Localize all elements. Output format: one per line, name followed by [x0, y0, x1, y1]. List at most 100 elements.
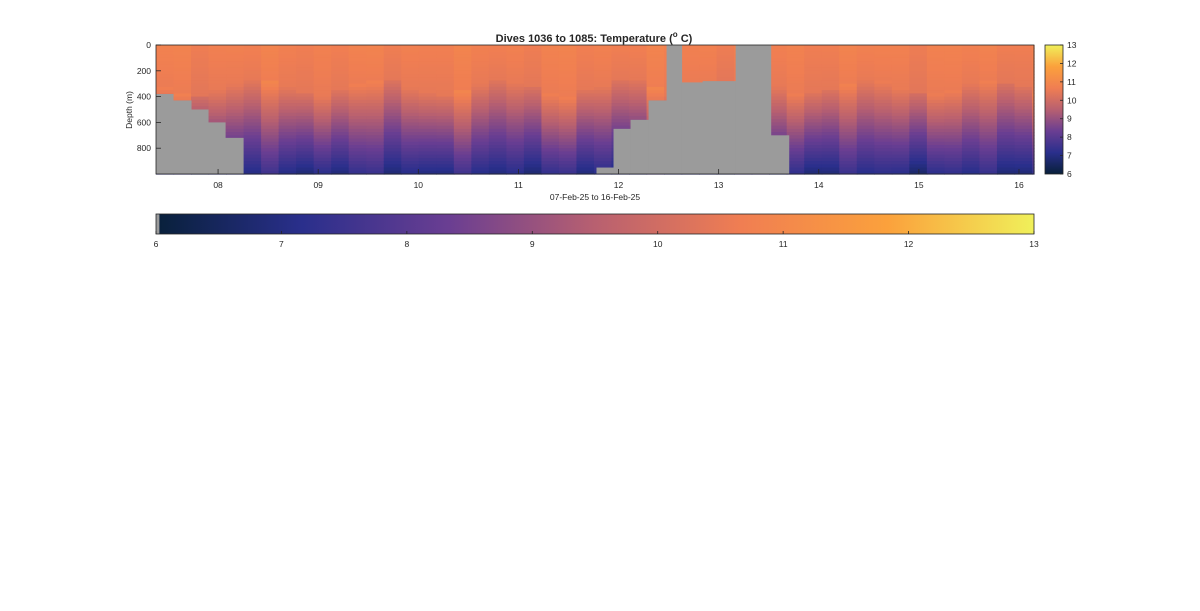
heatmap-cell: [541, 148, 560, 153]
heatmap-cell: [243, 135, 262, 140]
heatmap-cell: [191, 77, 210, 82]
heatmap-cell: [558, 161, 578, 165]
heatmap-cell: [1014, 106, 1033, 111]
heatmap-cell: [296, 57, 315, 62]
heatmap-cell: [891, 128, 910, 133]
heatmap-cell: [786, 115, 805, 120]
heatmap-cell: [401, 128, 420, 133]
heatmap-cell: [769, 128, 788, 133]
heatmap-cell: [961, 99, 981, 104]
heatmap-cell: [804, 57, 823, 62]
heatmap-cell: [874, 96, 893, 101]
heatmap-cell: [926, 157, 945, 162]
heatmap-cell: [961, 67, 981, 72]
heatmap-cell: [996, 135, 1016, 140]
heatmap-cell: [383, 103, 402, 107]
heatmap-cell: [488, 125, 507, 130]
heatmap-cell: [243, 93, 262, 98]
heatmap-cell: [418, 125, 437, 130]
heatmap-cell: [173, 74, 192, 78]
heatmap-cell: [576, 135, 595, 140]
heatmap-cell: [926, 74, 945, 78]
heatmap-cell: [856, 90, 875, 94]
heatmap-cell: [961, 70, 981, 75]
bottom-colorbar-tick-label: 6: [154, 239, 159, 249]
heatmap-cell: [786, 99, 805, 104]
heatmap-cell: [366, 93, 385, 98]
heatmap-cell: [979, 64, 998, 69]
heatmap-cell: [348, 128, 367, 133]
heatmap-cell: [156, 54, 175, 59]
heatmap-cell: [558, 154, 578, 159]
heatmap-cell: [348, 132, 367, 136]
heatmap-cell: [261, 122, 280, 127]
heatmap-cell: [979, 141, 998, 146]
heatmap-cell: [523, 135, 543, 140]
heatmap-cell: [646, 90, 665, 94]
heatmap-cell: [576, 161, 595, 165]
heatmap-cell: [926, 164, 945, 169]
heatmap-cell: [471, 64, 490, 69]
heatmap-cell: [996, 132, 1016, 136]
heatmap-cell: [541, 51, 560, 56]
heatmap-cell: [1032, 157, 1035, 162]
heatmap-cell: [926, 86, 945, 91]
heatmap-cell: [383, 57, 402, 62]
heatmap-cell: [769, 83, 788, 88]
heatmap-cell: [909, 109, 928, 114]
heatmap-cell: [821, 61, 840, 65]
heatmap-cell: [839, 125, 858, 130]
heatmap-cell: [839, 51, 858, 56]
heatmap-cell: [191, 83, 210, 88]
heatmap-cell: [909, 141, 928, 146]
heatmap-cell: [996, 154, 1016, 159]
heatmap-cell: [856, 67, 875, 72]
heatmap-cell: [191, 70, 210, 75]
heatmap-cell: [541, 151, 560, 156]
heatmap-cell: [856, 80, 875, 85]
heatmap-cell: [471, 125, 490, 130]
heatmap-cell: [629, 77, 648, 82]
heatmap-cell: [348, 45, 367, 49]
heatmap-cell: [156, 86, 175, 91]
heatmap-cell: [471, 61, 490, 65]
heatmap-cell: [383, 161, 402, 165]
heatmap-cell: [296, 138, 315, 143]
heatmap-cell: [1014, 77, 1033, 82]
heatmap-cell: [471, 86, 490, 91]
heatmap-cell: [383, 138, 402, 143]
heatmap-cell: [348, 83, 367, 88]
heatmap-cell: [996, 77, 1016, 82]
heatmap-cell: [1032, 103, 1035, 107]
heatmap-cell: [1032, 48, 1035, 53]
heatmap-cell: [926, 119, 945, 123]
heatmap-cell: [436, 106, 455, 111]
heatmap-cell: [436, 151, 455, 156]
heatmap-cell: [1014, 96, 1033, 101]
heatmap-cell: [418, 74, 437, 78]
heatmap-cell: [1014, 64, 1033, 69]
heatmap-cell: [261, 70, 280, 75]
heatmap-cell: [629, 115, 648, 120]
heatmap-cell: [383, 128, 402, 133]
heatmap-cell: [576, 125, 595, 130]
heatmap-cell: [961, 96, 981, 101]
heatmap-cell: [856, 132, 875, 136]
heatmap-cell: [523, 112, 543, 117]
heatmap-cell: [331, 48, 350, 53]
heatmap-cell: [716, 64, 735, 69]
heatmap-cell: [331, 138, 350, 143]
heatmap-cell: [804, 135, 823, 140]
heatmap-cell: [313, 74, 332, 78]
heatmap-cell: [313, 77, 332, 82]
x-tick-label: 13: [714, 180, 724, 190]
heatmap-cell: [278, 151, 297, 156]
heatmap-cell: [383, 90, 402, 94]
heatmap-cell: [961, 125, 981, 130]
heatmap-cell: [401, 54, 420, 59]
heatmap-cell: [261, 93, 280, 98]
heatmap-cell: [681, 67, 700, 72]
nodata-region: [596, 167, 615, 174]
heatmap-cell: [331, 122, 350, 127]
bottom-colorbar-tick-label: 12: [904, 239, 914, 249]
